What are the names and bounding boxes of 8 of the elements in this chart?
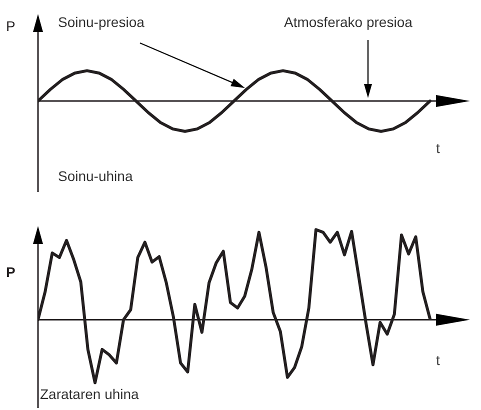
y-axis-title: P [6, 264, 16, 280]
text: Soinu-presioa [58, 14, 144, 30]
text: Zarataren uhina [40, 386, 139, 402]
text: Atmosferako presioa [284, 14, 412, 30]
y-axis-title: P [6, 18, 16, 34]
x-axis-title: t [436, 140, 440, 156]
text: Soinu-uhina [58, 168, 133, 184]
x-axis-title: t [436, 352, 440, 368]
